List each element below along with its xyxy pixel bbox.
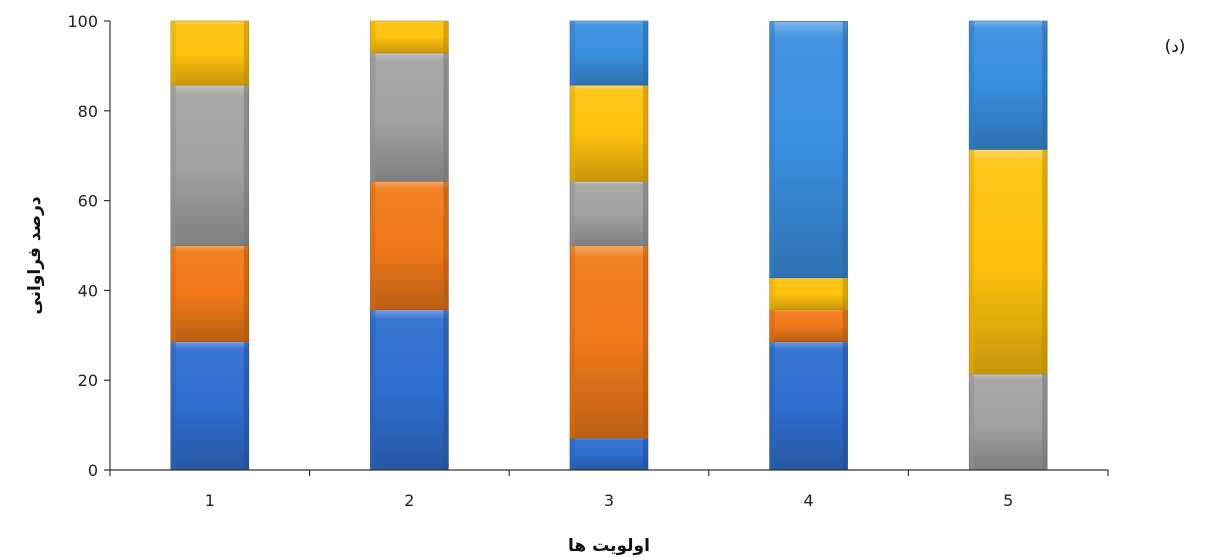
y-tick-label: 40: [78, 281, 98, 300]
y-tick-label: 20: [78, 371, 98, 390]
bar-bevel-left: [170, 341, 176, 470]
bar-bevel-left: [969, 149, 975, 374]
bar-bevel-left: [769, 309, 775, 342]
y-tick-label: 60: [78, 192, 98, 211]
bar-bevel-right: [842, 21, 848, 278]
bar-bevel-right: [243, 85, 249, 246]
bar-segment-4-4: [769, 277, 848, 310]
y-axis-title: درصد فراوانی: [25, 196, 45, 314]
bar-bevel-right: [643, 85, 648, 182]
bar-segment-3-1: [569, 437, 649, 471]
y-tick-label: 100: [67, 12, 98, 31]
bar-segment-2-3: [370, 52, 449, 182]
bar-segment-5-3: [968, 373, 1048, 471]
x-tick-label: 5: [1003, 491, 1013, 510]
x-axis-title: اولویت ها: [568, 536, 650, 556]
bar-segment-4-5: [769, 21, 848, 279]
bar-bevel-right: [1042, 21, 1048, 150]
bar-bevel-left: [170, 85, 176, 246]
x-tick-label: 2: [404, 491, 414, 510]
bar-segment-2-4: [370, 20, 449, 54]
x-tick-label: 1: [205, 491, 215, 510]
bar-segment-1-4: [170, 20, 250, 86]
bar-bevel-right: [643, 245, 648, 439]
bar-segment-5-5: [968, 20, 1048, 150]
x-tick-label: 3: [604, 491, 614, 510]
bar-bevel-right: [1042, 149, 1048, 374]
bar-segment-3-4: [569, 84, 649, 182]
bar-segment-4-2: [769, 309, 848, 342]
bar-bevel-right: [443, 21, 449, 53]
bar-bevel-left: [769, 277, 775, 310]
bar-segment-3-2: [569, 245, 649, 439]
bar-bevel-left: [370, 309, 376, 470]
bar-bevel-right: [842, 341, 848, 470]
bar-bevel-left: [769, 21, 775, 278]
bar-segment-3-3: [569, 181, 649, 246]
bar-bevel-left: [570, 438, 575, 470]
bar-bevel-left: [769, 341, 775, 470]
x-tick-label: 4: [804, 491, 814, 510]
bar-bevel-right: [443, 52, 449, 182]
axes-layer: [109, 21, 1108, 471]
bar-bevel-left: [370, 21, 376, 53]
bar-bevel-right: [243, 245, 249, 342]
bar-bevel-left: [969, 373, 975, 470]
bar-bevel-left: [570, 245, 575, 439]
bar-bevel-right: [643, 21, 648, 86]
bar-bevel-left: [170, 21, 176, 86]
y-tick-label: 0: [88, 461, 98, 480]
ticks-layer: 0 20 40 60 80 100 1 2 3 4 5: [67, 12, 1109, 510]
bar-bevel-right: [842, 309, 848, 342]
bar-segment-4-1: [769, 341, 848, 471]
bar-bevel-right: [443, 309, 449, 470]
bar-bevel-right: [243, 21, 249, 86]
bar-segment-2-1: [370, 309, 449, 471]
y-tick-label: 80: [78, 102, 98, 121]
bar-segment-1-2: [170, 245, 250, 342]
bar-bevel-right: [643, 181, 648, 246]
bar-bevel-left: [170, 245, 176, 342]
bar-bevel-left: [570, 181, 575, 246]
bar-bevel-left: [969, 21, 975, 150]
bar-bevel-right: [1042, 373, 1048, 470]
panel-label: (د): [1165, 37, 1186, 57]
bar-bevel-right: [243, 341, 249, 470]
bar-bevel-right: [842, 277, 848, 310]
bar-segment-5-4: [968, 149, 1048, 375]
bar-segment-3-5: [569, 20, 649, 86]
bar-bevel-left: [570, 85, 575, 182]
bar-bevel-left: [370, 52, 376, 182]
bar-segment-1-1: [170, 341, 250, 471]
bar-bevel-right: [643, 438, 648, 470]
bar-bevel-right: [443, 181, 449, 310]
bar-bevel-left: [570, 21, 575, 86]
bar-segment-1-3: [170, 84, 250, 246]
bar-segment-2-2: [370, 181, 449, 310]
bars-layer: [170, 20, 1048, 471]
bar-bevel-left: [370, 181, 376, 310]
